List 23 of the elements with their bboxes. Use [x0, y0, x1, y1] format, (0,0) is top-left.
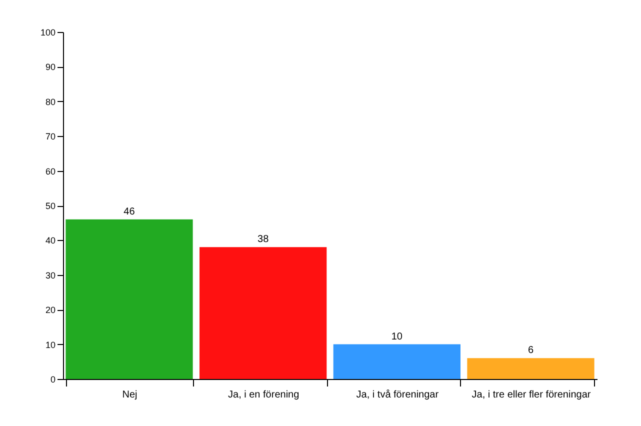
data-label: 6	[528, 345, 534, 356]
x-tick-label: Ja, i två föreningar	[356, 388, 440, 400]
x-tick-label: Nej	[122, 390, 138, 400]
y-tick-label: 80	[45, 96, 56, 107]
data-label: 38	[258, 234, 270, 246]
data-label: 10	[391, 331, 403, 342]
bar	[467, 358, 594, 379]
x-tick-label: Ja, i tre eller fler föreningar	[472, 390, 592, 400]
y-tick-label: 30	[45, 270, 56, 280]
y-tick-label: 0	[50, 374, 56, 384]
bar	[66, 219, 193, 379]
data-label: 46	[124, 206, 136, 218]
y-tick-label: 60	[45, 166, 56, 176]
y-tick-label: 70	[45, 132, 56, 142]
y-tick-label: 100	[40, 28, 56, 38]
y-tick-label: 10	[45, 340, 56, 350]
x-tick-label: Ja, i en förening	[228, 390, 300, 400]
bar	[200, 247, 327, 379]
y-tick-label: 50	[45, 201, 56, 211]
y-tick-label: 40	[45, 236, 56, 246]
bar	[333, 344, 460, 379]
y-tick-label: 90	[45, 62, 56, 72]
y-tick-label: 20	[45, 305, 56, 316]
